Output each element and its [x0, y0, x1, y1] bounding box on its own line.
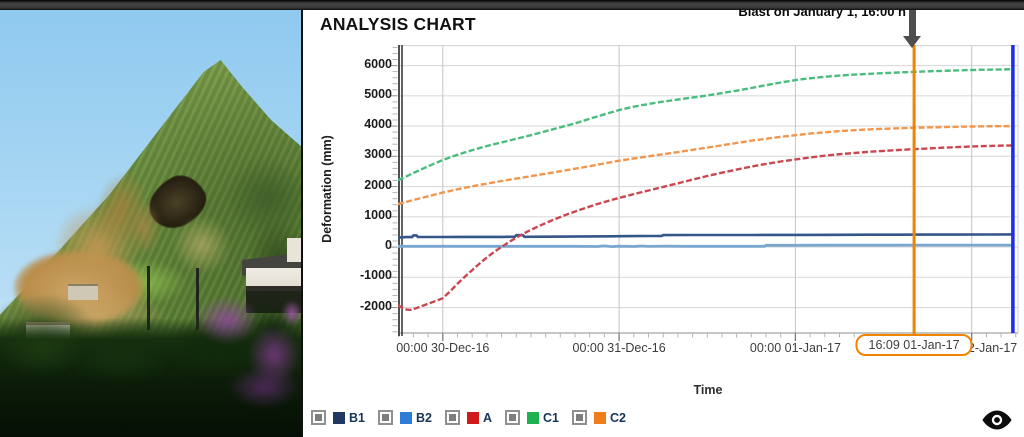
series-line-B1 — [398, 233, 1013, 239]
legend-checkbox-C2[interactable] — [571, 410, 587, 425]
series-line-C2 — [398, 124, 1013, 206]
legend-swatch-A — [466, 411, 479, 424]
series-line-A — [398, 144, 1013, 312]
legend-label: B2 — [415, 410, 432, 425]
x-axis-title: Time — [693, 383, 723, 397]
house-railing — [246, 286, 301, 291]
bushes — [0, 320, 85, 375]
dry-grass-scar — [172, 215, 232, 275]
utility-pole — [196, 268, 199, 330]
house-wall — [287, 238, 301, 262]
legend-item-B2: B2 — [377, 410, 432, 425]
checkbox-fill — [448, 414, 456, 421]
blast-arrow — [909, 10, 916, 36]
blast-photo — [0, 10, 303, 437]
legend-label: B1 — [349, 410, 365, 425]
deformation-plot — [390, 45, 1019, 341]
legend-label: C1 — [543, 410, 559, 425]
legend-checkbox-B1[interactable] — [311, 410, 326, 425]
series-line-B2 — [398, 243, 1013, 249]
y-axis-title: Deformation (mm) — [320, 135, 334, 243]
legend-item-B1: B1 — [311, 410, 365, 425]
visibility-eye-icon[interactable] — [981, 408, 1013, 432]
utility-pole — [147, 266, 150, 330]
legend-checkbox-A[interactable] — [444, 410, 460, 425]
analysis-chart-panel — [303, 10, 1024, 437]
legend: B1 B2 A C1 C2 — [311, 410, 626, 425]
time-callout: 16:09 01-Jan-17 — [855, 334, 973, 356]
checkbox-fill — [315, 414, 322, 421]
series-line-C1 — [398, 68, 1013, 182]
legend-label: C2 — [609, 410, 626, 425]
small-house — [68, 284, 98, 300]
checkbox-fill — [509, 414, 516, 421]
bushes — [70, 335, 170, 383]
time-callout-label: 16:09 01-Jan-17 — [868, 338, 960, 352]
purple-flowers — [228, 366, 300, 408]
purple-flowers — [196, 296, 258, 344]
legend-swatch-C1 — [527, 411, 539, 424]
legend-item-C2: C2 — [571, 410, 626, 425]
legend-swatch-C2 — [593, 411, 606, 424]
legend-label: A — [482, 410, 492, 425]
legend-item-C1: C1 — [505, 410, 559, 425]
legend-swatch-B1 — [333, 411, 345, 424]
legend-swatch-B2 — [399, 411, 412, 424]
checkbox-fill — [575, 414, 583, 421]
blast-arrow-head — [903, 36, 921, 48]
dust-plume — [128, 200, 160, 255]
purple-flowers — [282, 300, 301, 326]
legend-checkbox-C1[interactable] — [505, 410, 520, 425]
checkbox-fill — [381, 414, 389, 421]
chart-title: ANALYSIS CHART — [320, 14, 476, 34]
legend-checkbox-B2[interactable] — [377, 410, 393, 425]
window-top-bar — [0, 0, 1024, 10]
legend-item-A: A — [444, 410, 492, 425]
